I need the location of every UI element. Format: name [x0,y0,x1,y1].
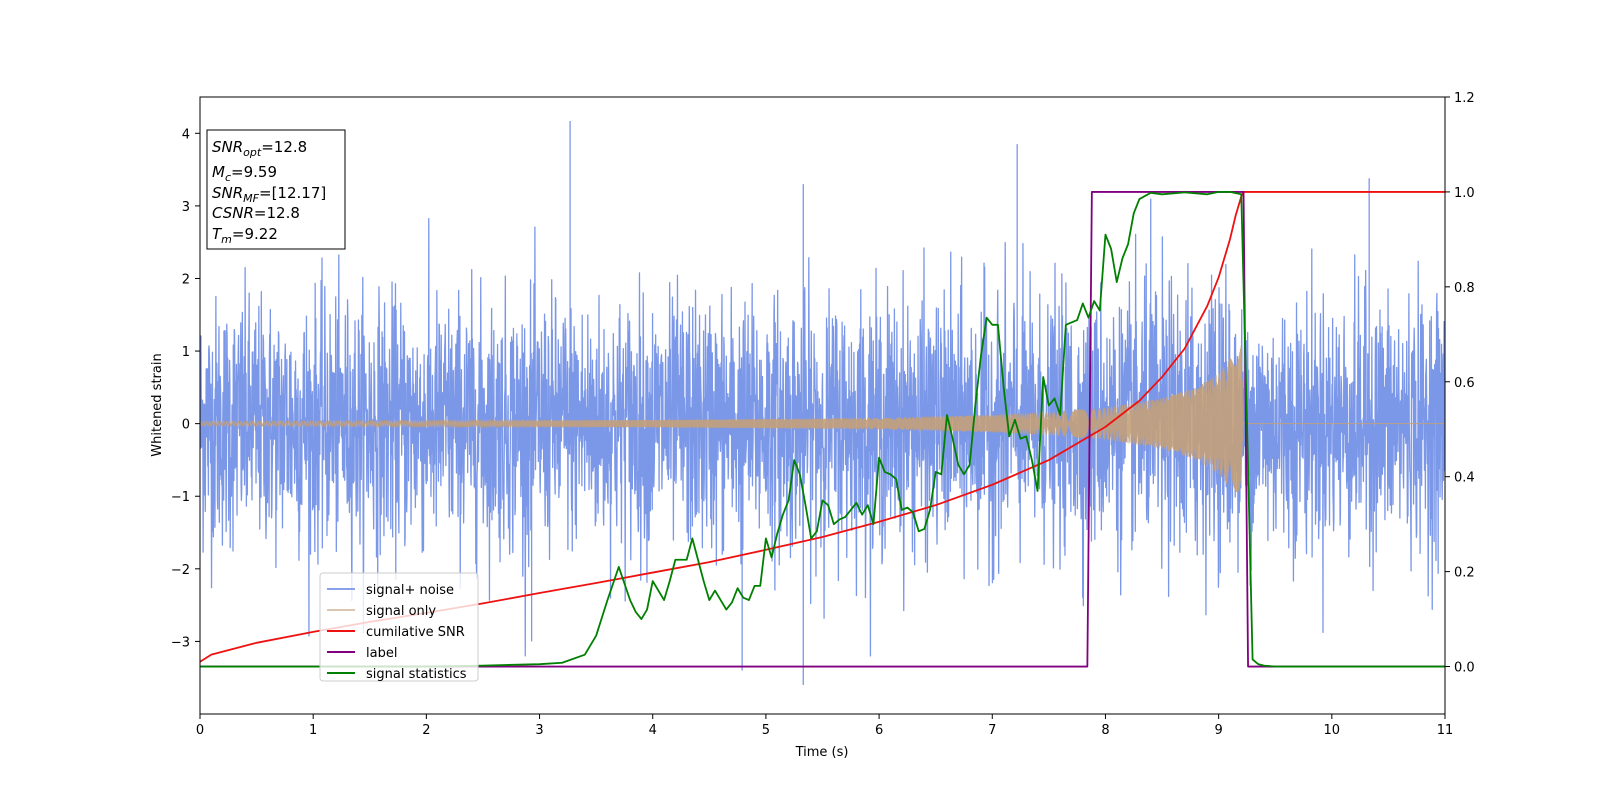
annotation-line: Tm=9.22 [212,225,278,246]
legend-label: signal statistics [366,667,467,682]
plot-area [200,120,1445,685]
series-signal-noise [200,120,1445,685]
y-tick-label: 0 [182,418,190,433]
annotation-line: CSNR=12.8 [212,204,300,222]
annotation-symbol: M [212,163,225,181]
y-tick-label: −2 [171,563,190,578]
annotation-subscript: c [225,171,231,184]
annotation-line: SNRopt=12.8 [212,138,307,159]
y-axis-right: 0.0 0.2 0.4 0.6 0.8 1.0 1.2 [1445,91,1475,676]
y-right-tick-label: 0.6 [1454,376,1475,391]
y-right-tick-label: 1.0 [1454,186,1475,201]
x-axis-label: Time (s) [795,745,849,760]
x-tick-label: 1 [309,723,317,738]
annotation-symbol: SNR [212,184,243,202]
y-right-tick-label: 0.4 [1454,471,1475,486]
x-tick-label: 11 [1437,723,1454,738]
legend-label: signal+ noise [366,583,454,598]
annotation-value: =9.22 [232,225,278,243]
legend: signal+ noise signal only cumilative SNR la… [319,572,479,682]
annotation-line: SNRMF=[12.17] [212,184,326,205]
x-tick-label: 3 [535,723,543,738]
annotation-box: SNRopt=12.8Mc=9.59SNRMF=[12.17]CSNR=12.8… [206,129,346,250]
x-tick-label: 4 [649,723,657,738]
plot-frame [199,96,1446,715]
y-axis-left: −3 −2 −1 0 1 2 3 4 [171,127,200,650]
x-tick-label: 6 [875,723,883,738]
annotation-value: =[12.17] [259,184,326,202]
x-tick-label: 9 [1214,723,1222,738]
annotation-symbol: CSNR [212,204,254,222]
y-right-tick-label: 0.8 [1454,281,1475,296]
series-signal-statistics [200,191,1445,668]
legend-label: cumilative SNR [366,625,465,640]
y-tick-label: 3 [182,200,190,215]
annotation-frame [206,129,346,250]
y-right-tick-label: 1.2 [1454,91,1475,106]
x-tick-label: 2 [422,723,430,738]
y-right-tick-label: 0.0 [1454,661,1475,676]
y-tick-label: 2 [182,272,190,287]
annotation-line: Mc=9.59 [212,163,277,184]
x-tick-label: 7 [988,723,996,738]
legend-frame [319,572,479,682]
x-axis: 0 1 2 3 4 5 6 7 8 9 10 11 [196,714,1453,738]
y-right-tick-label: 0.2 [1454,566,1475,581]
annotation-symbol: T [212,225,223,243]
annotation-value: =12.8 [254,204,300,222]
y-tick-label: 4 [182,127,190,142]
series-signal-only [200,346,1445,493]
x-tick-label: 10 [1324,723,1341,738]
x-tick-label: 0 [196,723,204,738]
annotation-subscript: MF [243,192,259,205]
annotation-value: =12.8 [261,138,307,156]
y-tick-label: 1 [182,345,190,360]
x-tick-label: 8 [1101,723,1109,738]
annotation-subscript: m [221,233,232,246]
x-tick-label: 5 [762,723,770,738]
annotation-symbol: SNR [212,138,243,156]
y-tick-label: −1 [171,490,190,505]
y-axis-label: Whitened strain [150,353,165,456]
annotation-subscript: opt [243,146,262,159]
annotation-value: =9.59 [231,163,277,181]
legend-label: signal only [366,604,436,619]
y-tick-label: −3 [171,635,190,650]
legend-label: label [366,646,397,661]
